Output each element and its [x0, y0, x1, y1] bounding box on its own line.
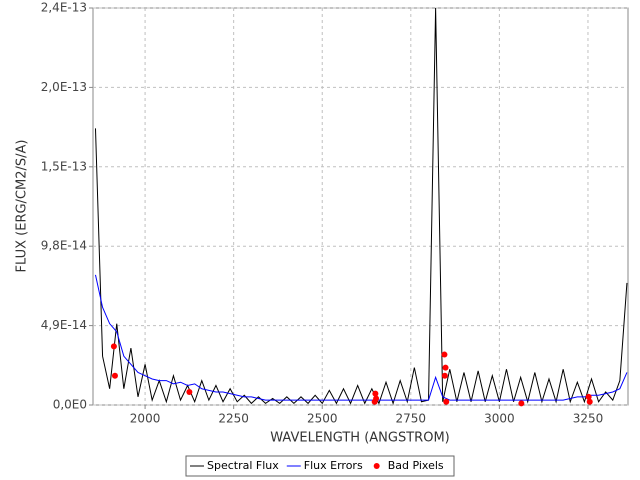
- x-tick-label: 2000: [130, 412, 161, 426]
- x-tick-label: 3000: [484, 412, 515, 426]
- y-tick-label: 0,0E0: [53, 398, 87, 412]
- y-tick-label: 9,8E-14: [41, 239, 87, 253]
- bad-pixel: [186, 388, 193, 395]
- x-axis-label: WAVELENGTH (ANGSTROM): [270, 431, 449, 446]
- y-axis-label: FLUX (ERG/CM2/S/A): [15, 140, 30, 273]
- legend-label: Bad Pixels: [388, 459, 444, 472]
- bad-pixel: [443, 398, 450, 405]
- legend-label: Spectral Flux: [207, 459, 279, 472]
- bad-pixel: [586, 398, 593, 405]
- x-tick-label: 2750: [396, 412, 427, 426]
- bad-pixel: [110, 343, 117, 350]
- y-tick-label: 1,5E-13: [41, 159, 87, 173]
- legend-marker: [373, 463, 380, 469]
- y-tick-label: 2,4E-13: [41, 1, 87, 15]
- x-tick-label: 2500: [307, 412, 338, 426]
- bad-pixel: [585, 393, 592, 400]
- x-tick-label: 3250: [573, 412, 604, 426]
- x-tick-label: 2250: [218, 412, 249, 426]
- bad-pixel: [441, 351, 448, 358]
- line-series: [94, 8, 628, 405]
- series-group: [94, 8, 628, 405]
- line-series: [94, 274, 628, 401]
- bad-pixel: [441, 372, 448, 379]
- bad-pixel: [372, 390, 379, 397]
- y-tick-label: 4,9E-14: [41, 318, 87, 332]
- bad-pixel: [442, 364, 449, 371]
- bad-pixel: [373, 395, 380, 402]
- legend-label: Flux Errors: [304, 459, 363, 472]
- bad-pixel: [111, 372, 118, 379]
- plot-area: [92, 7, 629, 406]
- bad-pixel: [518, 400, 525, 407]
- y-tick-label: 2,0E-13: [41, 80, 87, 94]
- legend: [185, 455, 455, 477]
